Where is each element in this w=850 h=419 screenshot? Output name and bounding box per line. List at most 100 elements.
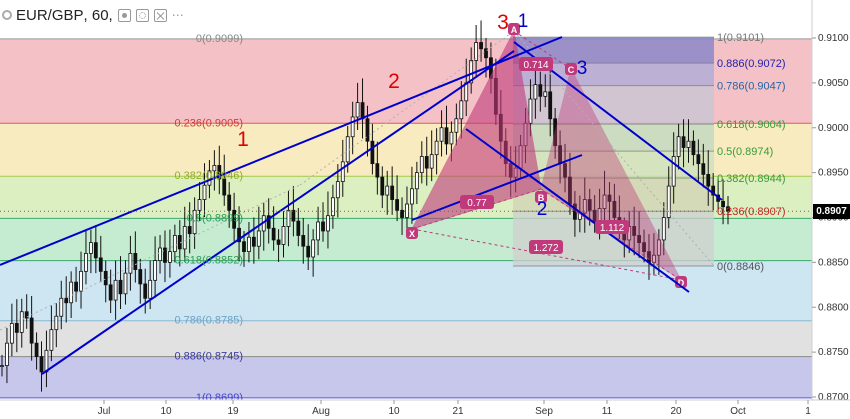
candle-body bbox=[14, 323, 19, 333]
candle-body bbox=[113, 279, 118, 301]
candle-body bbox=[251, 236, 256, 247]
x-tick-label: 1 bbox=[805, 406, 811, 417]
x-tick-label: Jul bbox=[98, 406, 111, 417]
x-axis[interactable]: Jul 10 19 Aug 10 21 Sep 11 20 Oct 1 bbox=[0, 399, 850, 419]
candle-body bbox=[400, 209, 404, 218]
wave-label-blue: 1 bbox=[518, 11, 529, 32]
x-tick-label: 21 bbox=[452, 406, 464, 417]
candle-body bbox=[385, 185, 390, 196]
channel-line bbox=[465, 128, 690, 293]
candle-body bbox=[59, 297, 64, 317]
candle-body bbox=[449, 131, 454, 145]
fib-right-label: 0.618(0.9004) bbox=[717, 119, 786, 131]
y-tick-label: 0.9100 bbox=[818, 33, 849, 44]
candle-body bbox=[355, 102, 360, 118]
channel-line bbox=[41, 50, 515, 375]
candle-body bbox=[306, 245, 311, 258]
fib-level-label: 0.618(0.8852) bbox=[175, 255, 244, 267]
ratio-label: 1.112 bbox=[600, 223, 625, 234]
candle-body bbox=[197, 199, 202, 211]
more-icon[interactable]: ⋯ bbox=[171, 7, 184, 22]
candle-body bbox=[296, 220, 301, 236]
wave-label-blue: 2 bbox=[537, 199, 548, 220]
fib-level-label: 0.886(0.8745) bbox=[175, 351, 244, 363]
candle-body bbox=[232, 209, 237, 229]
candle-body bbox=[39, 356, 44, 373]
pattern-point-label: X bbox=[409, 229, 415, 239]
candle-body bbox=[419, 156, 424, 174]
symbol-label[interactable]: EUR/GBP bbox=[16, 6, 84, 24]
candle-body bbox=[93, 242, 98, 259]
candle-body bbox=[172, 235, 177, 253]
x-tick-label: 11 bbox=[602, 406, 613, 417]
candle-body bbox=[103, 270, 108, 286]
ratio-badge bbox=[595, 220, 629, 234]
x-tick-label: 10 bbox=[388, 406, 400, 417]
candle-body bbox=[365, 118, 370, 142]
wave-label-red: 1 bbox=[237, 128, 249, 151]
interval-label[interactable]: 60 bbox=[91, 6, 109, 24]
candle-body bbox=[637, 235, 642, 244]
candle-body bbox=[479, 42, 483, 50]
candle-body bbox=[69, 281, 74, 304]
candle-body bbox=[661, 217, 666, 241]
chart-header: EUR/GBP, 60, ⋯ bbox=[0, 2, 184, 28]
candle-body bbox=[666, 185, 671, 218]
fib-right-label: 0.886(0.9072) bbox=[717, 58, 786, 70]
candle-body bbox=[548, 91, 553, 120]
candle-body bbox=[543, 91, 548, 97]
fib-labels: 0(0.9099) 0.236(0.9005) 0.382(0.8946) 0.5(0… bbox=[175, 32, 786, 404]
candle-body bbox=[538, 84, 543, 97]
candle-body bbox=[533, 84, 538, 100]
candle-body bbox=[602, 194, 607, 209]
candle-body bbox=[286, 209, 291, 227]
fib-right-label: 0(0.8846) bbox=[717, 261, 764, 273]
close-icon[interactable] bbox=[153, 8, 167, 22]
candle-body bbox=[182, 226, 187, 250]
fib-band bbox=[0, 356, 812, 398]
candle-body bbox=[19, 311, 24, 333]
candle-body bbox=[88, 242, 93, 254]
candle-body bbox=[123, 272, 128, 295]
candle-body bbox=[350, 116, 355, 138]
y-tick-label: 0.8700 bbox=[818, 392, 849, 403]
fib-right-label: 0.786(0.9047) bbox=[717, 81, 786, 93]
trend-channels bbox=[0, 36, 723, 375]
candle-body bbox=[316, 221, 320, 241]
y-tick-label: 0.8850 bbox=[818, 257, 849, 268]
candle-body bbox=[706, 174, 711, 187]
candle-body bbox=[454, 118, 459, 133]
eye-icon[interactable] bbox=[117, 8, 131, 22]
candle-body bbox=[247, 236, 251, 253]
candle-body bbox=[5, 342, 9, 366]
pattern-xd bbox=[411, 228, 682, 281]
settings-icon[interactable] bbox=[135, 8, 149, 22]
candle-body bbox=[414, 172, 419, 190]
channel-line bbox=[411, 154, 583, 221]
candle-body bbox=[276, 239, 281, 245]
candle-body bbox=[612, 200, 617, 218]
candle-body bbox=[217, 165, 222, 180]
candle-body bbox=[148, 279, 153, 299]
trend-dotted bbox=[299, 30, 515, 186]
candle-body bbox=[64, 297, 69, 304]
candle-body bbox=[340, 161, 345, 182]
candle-body bbox=[271, 227, 276, 241]
candle-body bbox=[721, 200, 725, 208]
candle-body bbox=[390, 185, 395, 200]
y-tick-label: 0.9000 bbox=[818, 123, 849, 134]
candle-body bbox=[128, 252, 133, 274]
candle-body bbox=[153, 260, 158, 281]
candle-body bbox=[434, 140, 439, 156]
candle-body bbox=[696, 154, 701, 165]
pattern-ratios: 0.714 0.77 1.112 1.272 bbox=[460, 57, 629, 254]
channel-line bbox=[0, 36, 563, 266]
trend-dotted bbox=[0, 184, 301, 331]
candle-body bbox=[691, 140, 696, 156]
fib-level-label: 0.5(0.8899) bbox=[187, 212, 243, 224]
candle-body bbox=[474, 42, 479, 61]
fib-level-label: 0(0.9099) bbox=[196, 33, 243, 45]
candle-body bbox=[484, 48, 488, 59]
ratio-badge bbox=[529, 240, 563, 254]
